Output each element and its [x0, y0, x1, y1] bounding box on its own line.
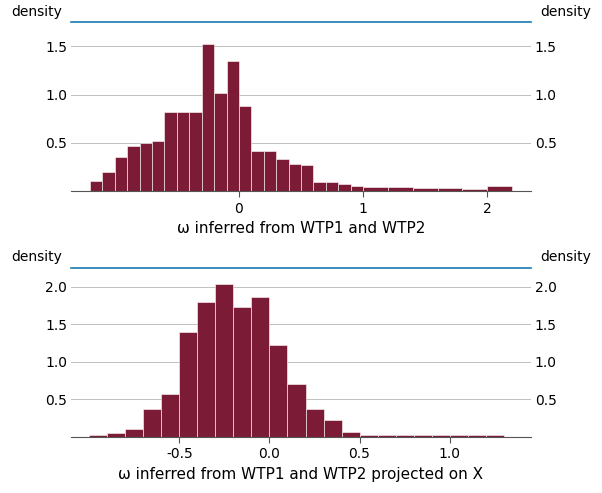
Bar [189, 112, 202, 191]
Bar [486, 435, 504, 437]
Bar [89, 435, 107, 437]
Bar [468, 435, 486, 437]
Bar [341, 432, 359, 437]
Bar [264, 150, 276, 191]
Bar [396, 435, 414, 437]
X-axis label: ω inferred from WTP1 and WTP2 projected on Χ: ω inferred from WTP1 and WTP2 projected … [119, 467, 483, 482]
Bar [140, 143, 152, 191]
Bar [179, 332, 197, 437]
Bar [197, 302, 216, 437]
Bar [164, 112, 177, 191]
Bar [107, 433, 125, 437]
Bar [462, 189, 487, 191]
Y-axis label: density: density [540, 4, 591, 19]
Bar [252, 297, 270, 437]
Bar [90, 181, 102, 191]
Bar [326, 182, 338, 191]
Bar [288, 385, 305, 437]
Bar [413, 188, 438, 191]
Bar [363, 187, 388, 191]
Bar [177, 112, 189, 191]
Bar [323, 420, 341, 437]
Bar [270, 345, 288, 437]
Y-axis label: density: density [540, 250, 591, 264]
Bar [338, 184, 350, 191]
Bar [234, 307, 252, 437]
Bar [414, 435, 432, 437]
Bar [432, 435, 450, 437]
Bar [301, 165, 314, 191]
Bar [252, 150, 264, 191]
Bar [377, 435, 396, 437]
Bar [438, 188, 462, 191]
Bar [487, 186, 512, 191]
Bar [314, 182, 326, 191]
Bar [125, 429, 143, 437]
Bar [152, 141, 164, 191]
Bar [216, 283, 234, 437]
Bar [350, 186, 363, 191]
Bar [288, 164, 301, 191]
Bar [161, 394, 179, 437]
Bar [276, 159, 288, 191]
Bar [305, 409, 323, 437]
X-axis label: ω inferred from WTP1 and WTP2: ω inferred from WTP1 and WTP2 [177, 221, 425, 236]
Bar [127, 146, 140, 191]
Bar [388, 187, 413, 191]
Bar [143, 409, 161, 437]
Y-axis label: density: density [11, 250, 62, 264]
Bar [359, 435, 377, 437]
Y-axis label: density: density [11, 4, 62, 19]
Bar [102, 172, 115, 191]
Bar [115, 157, 127, 191]
Bar [226, 61, 239, 191]
Bar [202, 44, 214, 191]
Bar [214, 93, 226, 191]
Bar [450, 435, 468, 437]
Bar [239, 106, 252, 191]
